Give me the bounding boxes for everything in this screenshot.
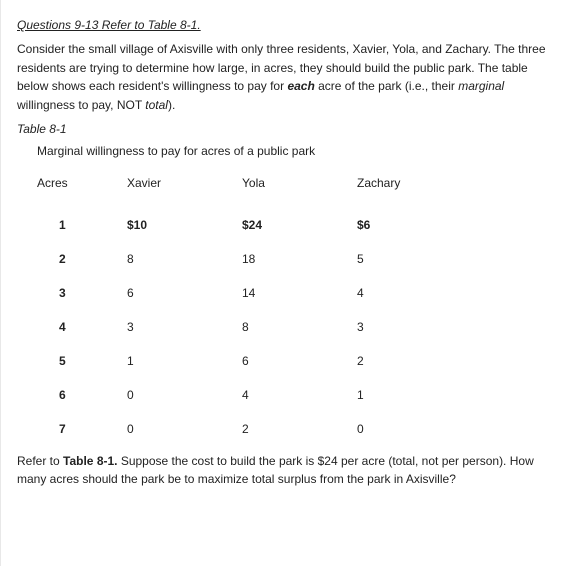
table-cell: $6 — [357, 208, 437, 242]
col-header-acres: Acres — [37, 172, 127, 208]
table-cell: 1 — [37, 208, 127, 242]
table-cell: 7 — [37, 412, 127, 446]
table-cell: 3 — [37, 276, 127, 310]
table-row: 1$10$24$6 — [37, 208, 437, 242]
table-cell: 0 — [127, 412, 242, 446]
willingness-table: Acres Xavier Yola Zachary 1$10$24$628185… — [37, 172, 437, 446]
table-cell: 1 — [357, 378, 437, 412]
table-title: Table 8-1 — [17, 122, 556, 136]
problem-paragraph: Consider the small village of Axisville … — [17, 40, 556, 114]
table-caption: Marginal willingness to pay for acres of… — [37, 144, 556, 158]
table-cell: 4 — [357, 276, 437, 310]
table-cell: 0 — [127, 378, 242, 412]
table-cell: $10 — [127, 208, 242, 242]
table-cell: 0 — [357, 412, 437, 446]
table-cell: 6 — [37, 378, 127, 412]
table-section: Marginal willingness to pay for acres of… — [37, 144, 556, 446]
col-header-xavier: Xavier — [127, 172, 242, 208]
table-row: 36144 — [37, 276, 437, 310]
table-cell: 4 — [242, 378, 357, 412]
table-row: 4383 — [37, 310, 437, 344]
col-header-zachary: Zachary — [357, 172, 437, 208]
final-question: Refer to Table 8-1. Suppose the cost to … — [17, 452, 556, 488]
table-cell: 2 — [357, 344, 437, 378]
table-row: 28185 — [37, 242, 437, 276]
table-cell: 6 — [127, 276, 242, 310]
table-body: 1$10$24$628185361444383516260417020 — [37, 208, 437, 446]
table-row: 5162 — [37, 344, 437, 378]
table-cell: 1 — [127, 344, 242, 378]
table-cell: 3 — [357, 310, 437, 344]
table-row: 7020 — [37, 412, 437, 446]
question-range-link[interactable]: Questions 9-13 Refer to Table 8-1. — [17, 18, 556, 32]
table-cell: $24 — [242, 208, 357, 242]
table-cell: 14 — [242, 276, 357, 310]
table-cell: 8 — [242, 310, 357, 344]
table-cell: 2 — [242, 412, 357, 446]
table-cell: 18 — [242, 242, 357, 276]
table-cell: 3 — [127, 310, 242, 344]
table-cell: 5 — [357, 242, 437, 276]
table-cell: 4 — [37, 310, 127, 344]
col-header-yola: Yola — [242, 172, 357, 208]
table-cell: 8 — [127, 242, 242, 276]
table-cell: 2 — [37, 242, 127, 276]
table-cell: 5 — [37, 344, 127, 378]
table-header-row: Acres Xavier Yola Zachary — [37, 172, 437, 208]
table-cell: 6 — [242, 344, 357, 378]
table-row: 6041 — [37, 378, 437, 412]
